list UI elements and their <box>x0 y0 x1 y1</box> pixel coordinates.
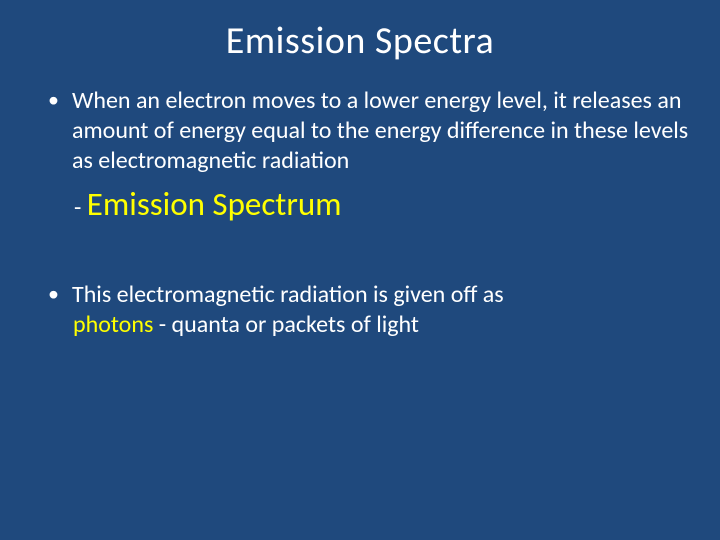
bullet-list: When an electron moves to a lower energy… <box>30 86 690 176</box>
bullet-text: This electromagnetic radiation is given … <box>72 280 504 309</box>
emission-spectrum-term: Emission Spectrum <box>87 184 342 224</box>
slide-title: Emission Spectra <box>30 18 690 64</box>
bullet-list: This electromagnetic radiation is given … <box>30 280 690 340</box>
photons-highlight: photons <box>73 310 153 339</box>
bullet-item: This electromagnetic radiation is given … <box>48 280 690 340</box>
sub-term-line: - Emission Spectrum <box>30 184 690 224</box>
bullet-text: - quanta or packets of light <box>153 310 419 339</box>
bullet-item: When an electron moves to a lower energy… <box>48 86 690 176</box>
sub-dash: - <box>74 193 87 222</box>
